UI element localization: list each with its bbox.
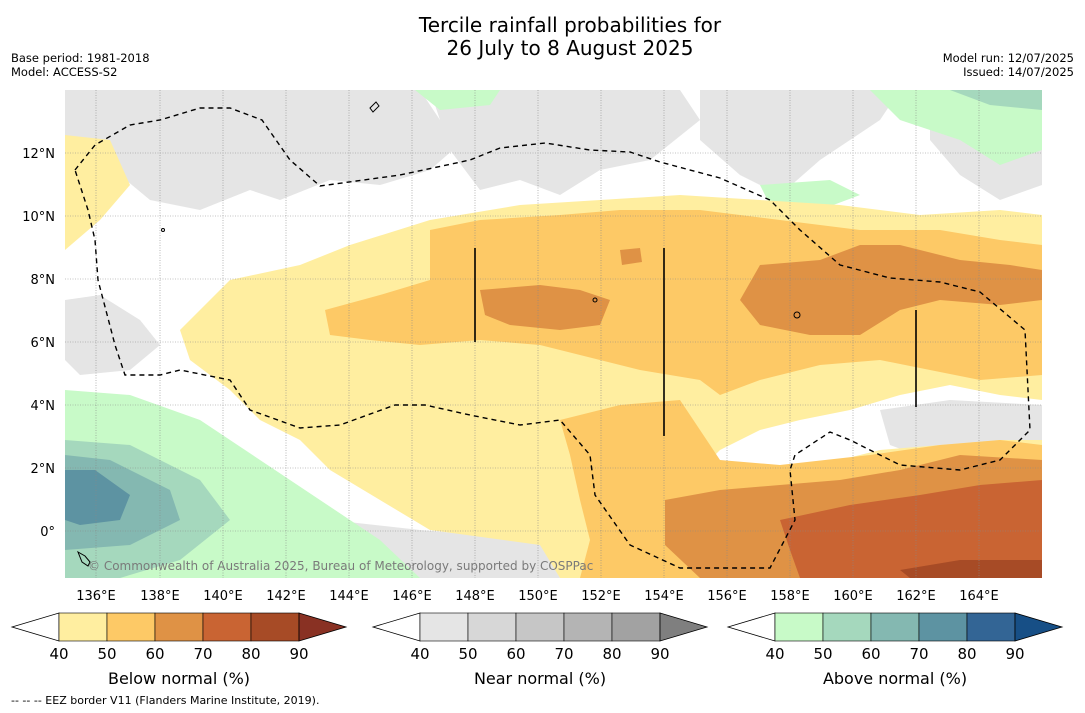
- map-title: Tercile rainfall probabilities for 26 Ju…: [0, 14, 1085, 60]
- lon-label: 142°E: [266, 589, 306, 604]
- base-period: Base period: 1981-2018: [11, 51, 150, 65]
- lon-label: 146°E: [392, 589, 432, 604]
- colorbar-tick: 40: [49, 645, 68, 663]
- lon-label: 140°E: [203, 589, 243, 604]
- colorbar-tick: 50: [458, 645, 477, 663]
- colorbar-tick: 80: [241, 645, 260, 663]
- title-line-1: Tercile rainfall probabilities for: [418, 13, 722, 37]
- colorbar-swatch: [774, 612, 824, 642]
- colorbar-tick: 60: [145, 645, 164, 663]
- colorbar-label: Below normal (%): [108, 669, 250, 688]
- lon-label: 158°E: [770, 589, 810, 604]
- colorbar-swatch: [515, 612, 565, 642]
- lon-label: 152°E: [581, 589, 621, 604]
- colorbar-swatch: [918, 612, 968, 642]
- colorbar-swatch: [966, 612, 1016, 642]
- issued-date: Issued: 14/07/2025: [963, 65, 1074, 79]
- colorbar-label: Near normal (%): [474, 669, 606, 688]
- colorbar-swatch: [202, 612, 252, 642]
- lon-label: 150°E: [518, 589, 558, 604]
- lon-label: 136°E: [76, 589, 116, 604]
- colorbar-above-normal: 40 50 60 70 80 90 Above normal (%): [726, 612, 1064, 688]
- run-info: Model run: 12/07/2025 Issued: 14/07/2025: [943, 51, 1074, 79]
- eez-segments: [474, 248, 917, 436]
- colorbar-near-normal: 40 50 60 70 80 90 Near normal (%): [371, 612, 709, 688]
- model-run: Model run: 12/07/2025: [942, 51, 1074, 65]
- colorbar-swatch: [822, 612, 872, 642]
- lon-label: 162°E: [896, 589, 936, 604]
- colorbar-swatch: [419, 612, 469, 642]
- lat-label: 0°: [40, 525, 55, 540]
- lat-label: 8°N: [31, 273, 56, 288]
- model-info: Base period: 1981-2018 Model: ACCESS-S2: [11, 51, 150, 79]
- graticule: [65, 90, 1042, 578]
- lon-label: 160°E: [833, 589, 873, 604]
- colorbar-low-arrow: [726, 612, 776, 642]
- lat-label: 2°N: [31, 462, 56, 477]
- longitude-labels: 136°E 138°E 140°E 142°E 144°E 146°E 148°…: [76, 589, 999, 604]
- colorbar-tick: 40: [410, 645, 429, 663]
- colorbar-low-arrow: [371, 612, 421, 642]
- colorbar-tick: 70: [554, 645, 573, 663]
- title-line-2: 26 July to 8 August 2025: [446, 36, 694, 60]
- colorbar-high-arrow: [659, 612, 709, 642]
- colorbar-swatch: [106, 612, 156, 642]
- lon-label: 164°E: [959, 589, 999, 604]
- latitude-labels: 12°N 10°N 8°N 6°N 4°N 2°N 0°: [22, 147, 55, 540]
- above-normal-areas: [65, 90, 1042, 578]
- islands: [77, 101, 801, 567]
- colorbar-tick: 50: [97, 645, 116, 663]
- colorbar-swatch: [154, 612, 204, 642]
- lat-label: 4°N: [31, 399, 56, 414]
- colorbar-tick: 60: [861, 645, 880, 663]
- colorbar-label: Above normal (%): [823, 669, 967, 688]
- copyright-text: © Commonwealth of Australia 2025, Bureau…: [88, 559, 593, 573]
- colorbar-swatch: [563, 612, 613, 642]
- colorbar-tick: 50: [813, 645, 832, 663]
- lon-label: 154°E: [644, 589, 684, 604]
- model-name: Model: ACCESS-S2: [11, 65, 118, 79]
- colorbar-swatch: [250, 612, 300, 642]
- colorbar-high-arrow: [298, 612, 348, 642]
- colorbar-tick: 80: [957, 645, 976, 663]
- colorbar-swatch: [611, 612, 661, 642]
- colorbar-swatch: [58, 612, 108, 642]
- colorbar-swatch: [870, 612, 920, 642]
- colorbar-tick: 70: [193, 645, 212, 663]
- map-panel: © Commonwealth of Australia 2025, Bureau…: [65, 90, 1042, 578]
- colorbar-tick: 90: [289, 645, 308, 663]
- colorbar-tick: 90: [650, 645, 669, 663]
- colorbar-low-arrow: [10, 612, 60, 642]
- lon-label: 148°E: [455, 589, 495, 604]
- eez-border: [74, 107, 1031, 569]
- lon-label: 156°E: [707, 589, 747, 604]
- colorbar-below-normal: 40 50 60 70 80 90 Below normal (%): [10, 612, 348, 688]
- colorbar-tick: 40: [765, 645, 784, 663]
- lon-label: 138°E: [140, 589, 180, 604]
- below-normal-areas: [65, 135, 1042, 578]
- lon-label: 144°E: [329, 589, 369, 604]
- lat-label: 10°N: [22, 210, 55, 225]
- colorbar-swatch: [467, 612, 517, 642]
- lat-label: 6°N: [31, 336, 56, 351]
- colorbar-tick: 60: [506, 645, 525, 663]
- colorbar-high-arrow: [1014, 612, 1064, 642]
- lat-label: 12°N: [22, 147, 55, 162]
- colorbar-tick: 70: [909, 645, 928, 663]
- colorbar-tick: 90: [1005, 645, 1024, 663]
- colorbar-tick: 80: [602, 645, 621, 663]
- footnote: -- -- -- EEZ border V11 (Flanders Marine…: [11, 694, 320, 707]
